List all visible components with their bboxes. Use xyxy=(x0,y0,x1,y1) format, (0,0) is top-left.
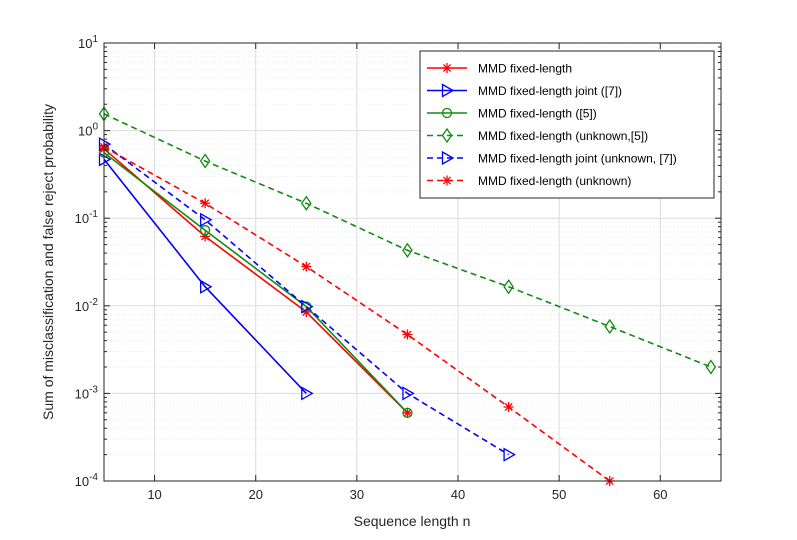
y-tick-exponent: 0 xyxy=(92,122,98,133)
y-tick-label: 101 xyxy=(78,34,98,51)
series-4-point xyxy=(402,242,413,258)
series-line-5 xyxy=(103,143,510,456)
series-5-point xyxy=(199,212,213,227)
y-tick-base: 10 xyxy=(78,124,92,139)
legend: MMD fixed-length MMD fixed-length joint (… xyxy=(419,50,715,199)
series-5-point xyxy=(503,447,516,462)
series-lines xyxy=(103,113,712,482)
y-tick-label: 10-2 xyxy=(75,297,99,314)
legend-marker-6 xyxy=(442,175,452,186)
series-6-point xyxy=(301,261,312,272)
y-tick-label: 10-1 xyxy=(75,209,99,226)
series-4-point xyxy=(301,195,312,211)
series-line-2 xyxy=(103,158,307,394)
legend-marker-3 xyxy=(441,107,453,119)
series-4-point xyxy=(199,153,211,169)
x-tick-label: 30 xyxy=(350,487,364,502)
legend-box xyxy=(419,50,715,199)
y-tick-exponent: -3 xyxy=(89,384,98,395)
y-tick-label: 10-4 xyxy=(75,472,99,489)
legend-label-1: MMD fixed-length xyxy=(478,62,572,76)
legend-marker-2 xyxy=(441,83,455,98)
series-4-point xyxy=(604,318,616,335)
series-4-point xyxy=(503,279,514,295)
x-tick-label: 60 xyxy=(653,487,667,502)
legend-marker-1 xyxy=(442,63,452,73)
series-6-point xyxy=(402,329,413,340)
series-line-3 xyxy=(103,152,408,414)
legend-marker-4 xyxy=(441,127,453,144)
legend-label-3: MMD fixed-length ([5]) xyxy=(478,107,597,121)
y-tick-exponent: 1 xyxy=(92,34,98,45)
legend-label-4: MMD fixed-length (unknown,[5]) xyxy=(478,129,648,143)
y-tick-base: 10 xyxy=(78,36,92,51)
series-2-point xyxy=(199,279,213,294)
series-2-point xyxy=(98,152,112,167)
series-6-point xyxy=(503,401,514,412)
x-axis-ticks: 10 20 30 40 50 60 xyxy=(147,43,668,502)
y-axis-label: Sum of misclassification and false rejec… xyxy=(40,104,56,420)
series-1-point xyxy=(200,231,211,242)
series-line-6 xyxy=(103,146,611,482)
y-tick-exponent: -1 xyxy=(89,209,98,220)
x-axis-label: Sequence length n xyxy=(354,513,471,529)
series-6-point xyxy=(200,198,211,209)
y-tick-base: 10 xyxy=(75,474,89,489)
series-3-point xyxy=(199,225,211,236)
series-2-point xyxy=(301,386,314,401)
y-tick-exponent: -4 xyxy=(89,472,98,483)
legend-marker-5 xyxy=(441,150,455,166)
y-tick-label: 10-3 xyxy=(75,384,99,401)
y-tick-base: 10 xyxy=(75,211,89,226)
y-tick-label: 100 xyxy=(78,122,98,139)
y-tick-base: 10 xyxy=(75,386,89,401)
x-tick-label: 40 xyxy=(451,487,465,502)
axes-box xyxy=(103,42,722,482)
legend-label-5: MMD fixed-length joint (unknown, [7]) xyxy=(478,152,677,166)
y-tick-base: 10 xyxy=(75,299,89,314)
x-tick-label: 20 xyxy=(248,487,262,502)
x-tick-label: 50 xyxy=(552,487,566,502)
x-tick-label: 10 xyxy=(147,487,161,502)
series-3-point xyxy=(402,407,413,418)
y-tick-exponent: -2 xyxy=(89,297,98,308)
legend-label-6: MMD fixed-length (unknown) xyxy=(478,174,631,188)
series-5-point xyxy=(301,299,314,314)
series-line-1 xyxy=(103,148,408,414)
series-4-point xyxy=(705,359,717,375)
series-line-4 xyxy=(103,113,712,368)
series-5-point xyxy=(402,386,415,401)
series-1-point xyxy=(301,306,312,317)
series-1-point xyxy=(402,407,413,418)
legend-label-2: MMD fixed-length joint ([7]) xyxy=(478,84,622,98)
